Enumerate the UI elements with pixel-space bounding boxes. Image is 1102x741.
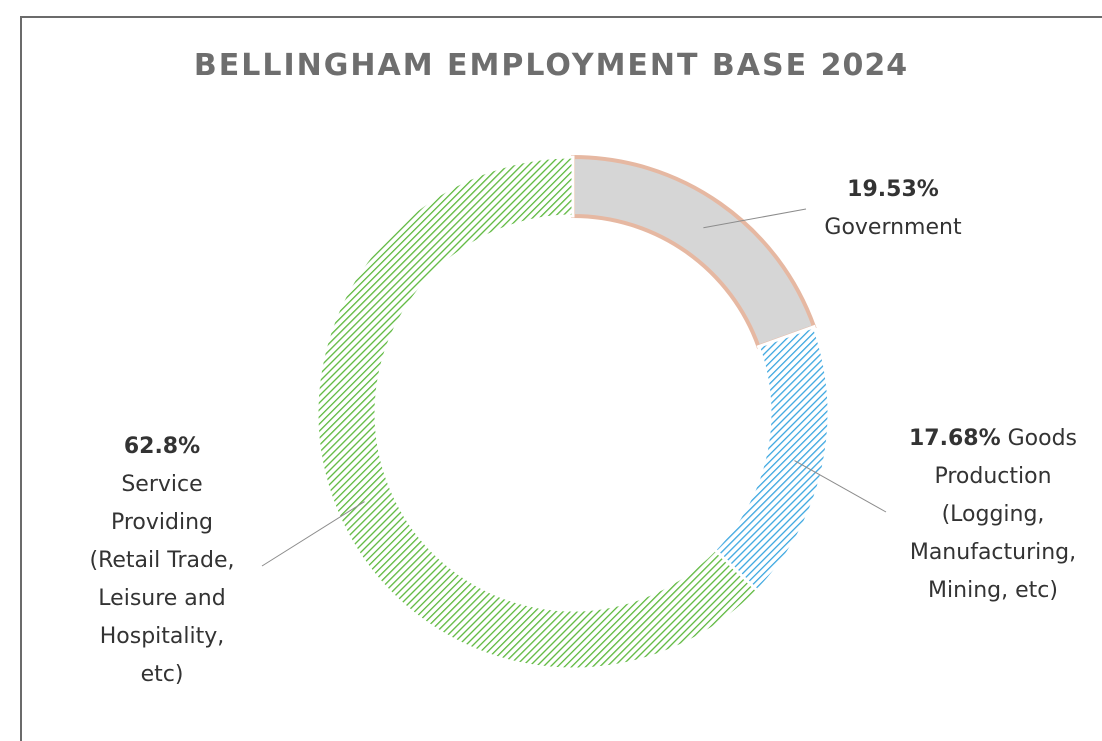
donut-slice-goods-production xyxy=(712,324,831,593)
data-label-percent-service-providing: 62.8% xyxy=(124,434,200,459)
leader-line-service-providing xyxy=(261,501,365,567)
chart-title-text: BELLINGHAM EMPLOYMENT BASE xyxy=(193,48,809,83)
leader-line-goods-production xyxy=(794,460,887,513)
chart-title-year: 2024 xyxy=(820,48,909,83)
data-label-goods-production: 17.68% Goods Production (Logging, Manufactu… xyxy=(909,426,1077,603)
chart-title: BELLINGHAM EMPLOYMENT BASE 2024 xyxy=(0,48,1102,83)
data-label-government: 19.53% Government xyxy=(824,177,962,240)
data-label-service-providing: 62.8% Service Providing (Retail Trade, Leisu… xyxy=(90,434,235,687)
data-label-percent-goods-production: 17.68% xyxy=(909,426,1001,451)
leader-line-government xyxy=(703,208,807,229)
donut-slice-government xyxy=(571,154,817,350)
donut-slice-service-providing xyxy=(315,155,760,671)
data-label-percent-government: 19.53% xyxy=(847,177,939,202)
